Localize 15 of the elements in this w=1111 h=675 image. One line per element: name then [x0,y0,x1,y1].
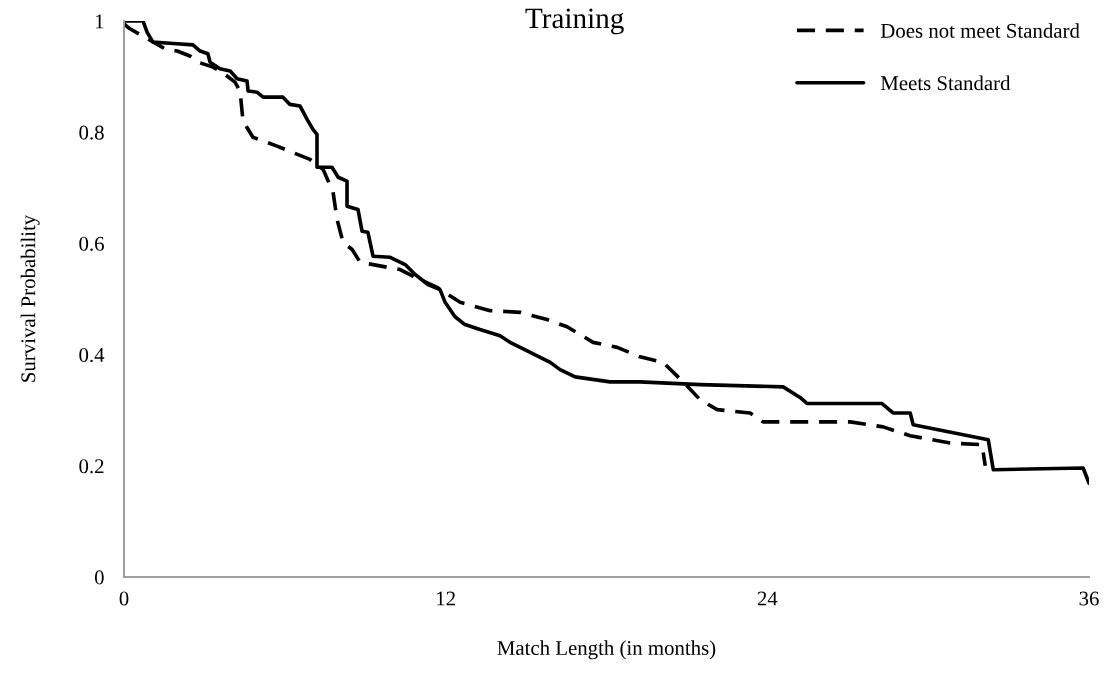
x-tick-label: 12 [437,591,455,606]
legend-label: Meets Standard [880,75,1011,91]
y-axis-title: Survival Probability [20,214,40,382]
x-tick-label: 24 [757,591,778,606]
y-tick-label: 0.6 [79,236,104,251]
x-axis-title: Match Length (in months) [497,640,716,660]
x-tick-label: 36 [1079,591,1099,606]
chart-title: Training [525,8,624,35]
y-tick-label: 1 [95,14,104,29]
y-tick-label: 0 [94,570,104,585]
legend-label: Does not meet Standard [880,23,1080,38]
y-tick-label: 0.2 [79,459,104,474]
y-tick-label: 0.4 [79,347,105,363]
y-tick-label: 0.8 [79,125,104,140]
x-tick-label: 0 [119,591,129,606]
